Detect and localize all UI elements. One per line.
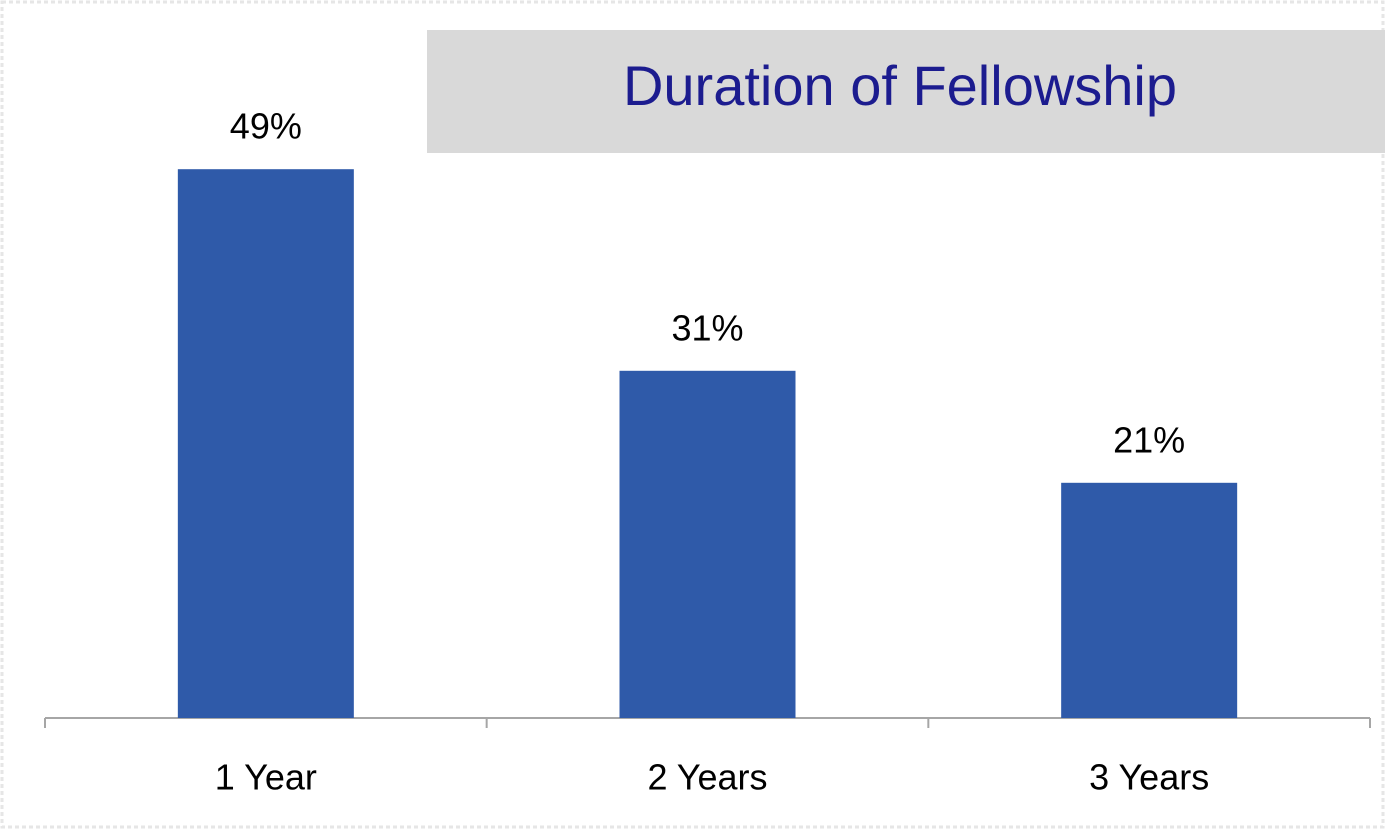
x-tick-label: 1 Year xyxy=(215,757,317,798)
bar xyxy=(1061,482,1238,718)
bar xyxy=(619,370,796,718)
x-tick-label: 2 Years xyxy=(647,757,767,798)
x-tick-label: 3 Years xyxy=(1089,757,1209,798)
value-label: 21% xyxy=(1113,419,1185,460)
value-label: 49% xyxy=(230,106,302,147)
value-label: 31% xyxy=(671,307,743,348)
chart-title: Duration of Fellowship xyxy=(623,54,1177,117)
bar xyxy=(177,169,354,718)
title-box xyxy=(427,30,1385,153)
